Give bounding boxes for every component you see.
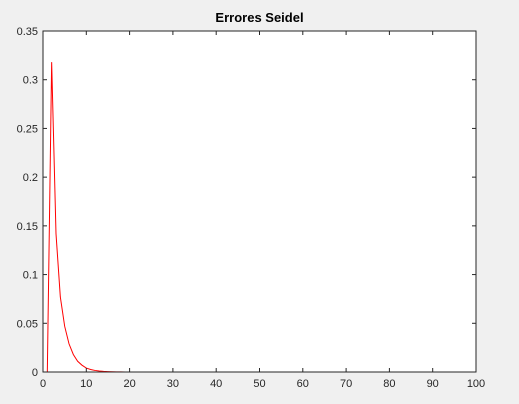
y-tick-label: 0: [32, 367, 38, 379]
y-tick-label: 0.15: [17, 221, 38, 233]
x-axis: 0 10 20 30 40 50 60 70 80 90 100: [40, 31, 485, 390]
x-tick-label: 20: [123, 378, 135, 390]
x-tick-label: 90: [427, 378, 439, 390]
x-tick-label: 0: [40, 378, 46, 390]
y-tick-label: 0.05: [17, 318, 38, 330]
x-tick-label: 50: [253, 378, 265, 390]
y-axis: 0 0.05 0.1 0.15 0.2 0.25 0.3 0.35: [17, 26, 476, 379]
chart-title: Errores Seidel: [215, 10, 303, 25]
y-tick-label: 0.2: [23, 172, 38, 184]
x-tick-label: 80: [383, 378, 395, 390]
plot-background: [43, 31, 476, 372]
x-tick-label: 10: [80, 378, 92, 390]
x-tick-label: 100: [467, 378, 485, 390]
y-tick-label: 0.25: [17, 123, 38, 135]
x-tick-label: 40: [210, 378, 222, 390]
x-tick-label: 70: [340, 378, 352, 390]
y-tick-label: 0.1: [23, 270, 38, 282]
y-tick-label: 0.3: [23, 75, 38, 87]
x-tick-label: 60: [297, 378, 309, 390]
y-tick-label: 0.35: [17, 26, 38, 38]
x-tick-label: 30: [167, 378, 179, 390]
